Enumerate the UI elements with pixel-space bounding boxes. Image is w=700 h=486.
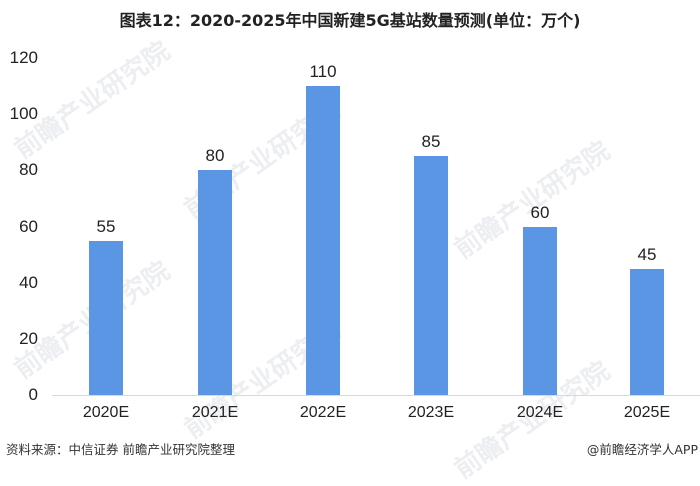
- y-tick-label: 100: [9, 104, 38, 124]
- y-tick-label: 60: [19, 216, 38, 236]
- y-tick-label: 40: [19, 272, 38, 292]
- y-tick-label: 0: [28, 385, 38, 404]
- credit-note: @前瞻经济学人APP: [586, 442, 698, 457]
- x-tick-label: 2022E: [299, 404, 347, 421]
- y-tick-label: 120: [9, 48, 38, 67]
- value-label: 45: [637, 244, 657, 264]
- value-label: 110: [309, 62, 337, 82]
- value-label: 85: [421, 132, 441, 152]
- chart-title: 图表12：2020-2025年中国新建5G基站数量预测(单位：万个): [119, 11, 581, 30]
- x-tick-label: 2021E: [191, 404, 239, 421]
- bar-2022E: [306, 86, 340, 395]
- bar-2020E: [89, 240, 123, 395]
- bar-2023E: [414, 156, 448, 395]
- x-tick-label: 2020E: [82, 404, 130, 421]
- bar-2024E: [523, 226, 557, 395]
- x-tick-label: 2025E: [623, 404, 671, 421]
- y-tick-label: 80: [19, 160, 38, 180]
- bar-2025E: [630, 268, 664, 395]
- value-label: 80: [205, 146, 225, 166]
- source-note: 资料来源：中信证券 前瞻产业研究院整理: [6, 442, 235, 457]
- bar-2021E: [198, 170, 232, 395]
- y-tick-label: 20: [19, 328, 38, 348]
- x-axis-line: [52, 395, 700, 396]
- value-label: 55: [96, 216, 116, 236]
- x-tick-label: 2023E: [407, 404, 455, 421]
- x-tick-label: 2024E: [516, 404, 564, 421]
- value-label: 60: [530, 202, 550, 222]
